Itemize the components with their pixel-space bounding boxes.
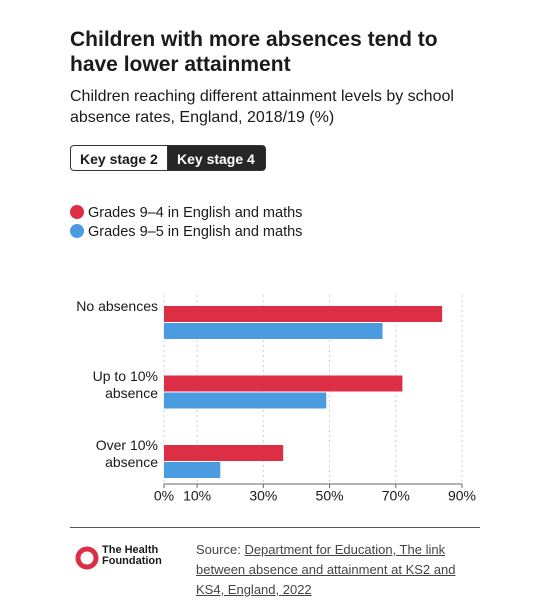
x-tick-label: 30% [249,488,277,504]
bar [164,323,383,339]
bar [164,375,403,392]
x-tick-label: 50% [316,488,344,504]
x-tick-label: 90% [448,488,476,504]
category-label: Up to 10% absence [40,368,158,402]
x-tick-label: 70% [382,488,410,504]
category-label: No absences [40,298,158,315]
logo-circle [75,546,99,570]
source-label: Source: [196,542,241,557]
tab-button-active[interactable]: Key stage 4 [167,145,266,171]
source: Source: Department for Education, The li… [196,540,486,600]
chart-title: Children with more absences tend to have… [70,28,438,76]
legend-marker [70,224,84,238]
chart: Grades 9–4 in English and maths Grades 9–… [70,205,476,504]
chart-subtitle: Children reaching different attainment l… [70,88,454,126]
logo-mark [75,546,99,570]
legend-label: Grades 9–5 in English and maths [88,224,302,240]
source-link[interactable]: Department for Education, The link betwe… [196,542,456,597]
bar [164,306,443,322]
category-text: No absences [76,298,158,314]
bar [164,392,327,409]
bar [164,462,221,478]
category-text: Over 10% absence [95,437,158,470]
legend-marker [70,205,84,219]
legend-label: Grades 9–4 in English and maths [88,205,302,221]
x-tick-label: 10% [183,488,211,504]
divider [70,527,480,528]
logo-text: The Health Foundation [102,544,162,567]
bar [164,445,284,461]
category-label: Over 10% absence [40,437,158,471]
category-text: Up to 10% absence [92,367,158,401]
x-tick-label: 0% [154,488,174,504]
